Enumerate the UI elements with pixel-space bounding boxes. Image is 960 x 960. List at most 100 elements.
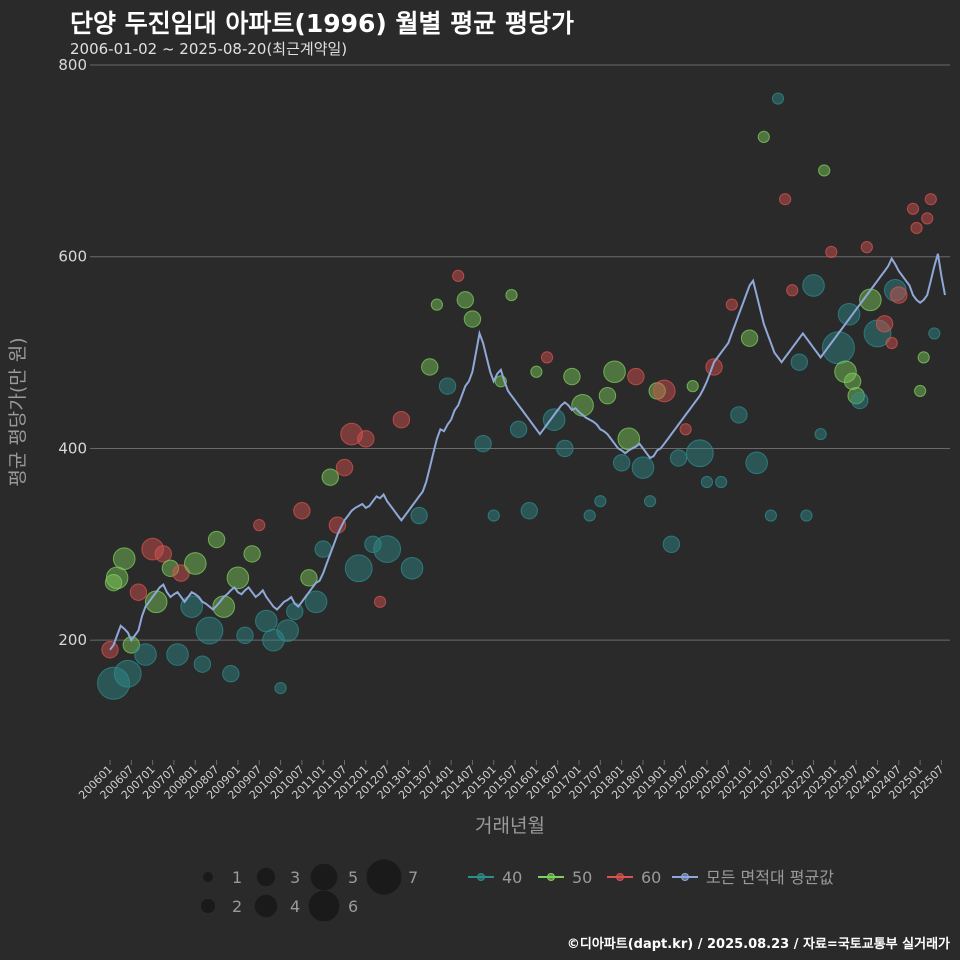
size-legend-label: 7 [408, 868, 418, 887]
data-point-40 [802, 274, 825, 297]
data-point-40 [97, 666, 131, 700]
y-tick-label: 800 [58, 56, 87, 74]
data-point-50 [505, 288, 518, 302]
data-point-40 [276, 619, 299, 642]
data-point-40 [520, 502, 538, 520]
data-point-60 [141, 537, 164, 561]
y-axis-ticks: 200 400 600 800 [58, 56, 95, 649]
data-point-40 [594, 495, 607, 508]
data-point-40 [113, 659, 142, 688]
data-point-50 [421, 358, 439, 376]
data-point-60 [825, 245, 838, 259]
data-point-50 [598, 387, 617, 405]
average-price-line [109, 253, 946, 651]
data-point-60 [906, 202, 920, 215]
gridlines [95, 64, 950, 641]
data-point-50 [463, 310, 482, 328]
size-legend-bubble [308, 890, 340, 922]
size-legend-label: 1 [232, 868, 242, 887]
data-point-50 [122, 636, 141, 654]
data-point-60 [373, 595, 387, 608]
data-point-40 [814, 427, 827, 441]
data-point-40 [262, 628, 285, 652]
data-point-60 [129, 583, 148, 601]
data-point-50 [818, 164, 831, 177]
size-legend-bubble [366, 859, 402, 895]
data-point-50 [105, 566, 129, 590]
series-legend-label: 50 [572, 868, 592, 887]
data-points [97, 92, 941, 700]
data-point-60 [910, 221, 923, 235]
y-tick-label: 400 [58, 439, 87, 457]
data-point-60 [652, 379, 676, 403]
size-legend-bubble [310, 863, 338, 891]
data-point-40 [410, 506, 428, 525]
data-point-40 [745, 451, 768, 475]
data-point-60 [328, 516, 347, 534]
data-point-50 [321, 468, 339, 486]
source-credit: ©디아파트(dapt.kr) / 2025.08.23 / 자료=국토교통부 실… [566, 937, 950, 952]
data-point-40 [612, 454, 631, 472]
data-point-40 [134, 643, 157, 666]
data-point-60 [293, 502, 311, 520]
data-point-60 [340, 422, 363, 446]
series-legend-label: 40 [502, 868, 522, 887]
data-point-40 [715, 475, 728, 489]
data-point-60 [392, 410, 411, 429]
series-legend-dot [547, 873, 555, 881]
data-point-50 [563, 367, 581, 386]
data-point-40 [180, 595, 204, 618]
data-point-50 [161, 559, 180, 577]
data-point-50 [847, 387, 865, 405]
data-point-60 [779, 193, 792, 206]
data-point-40 [236, 626, 254, 645]
data-point-60 [452, 269, 465, 282]
data-point-60 [154, 545, 172, 563]
data-point-40 [800, 509, 813, 522]
data-point-40 [304, 590, 328, 614]
series-legend-label: 60 [641, 868, 661, 887]
data-point-50 [243, 545, 261, 563]
data-point-60 [172, 564, 190, 582]
y-axis-title: 평균 평당가(만 원) [7, 337, 29, 486]
data-point-40 [344, 554, 373, 583]
y-tick-label: 600 [58, 248, 87, 266]
size-legend-label: 2 [232, 897, 242, 916]
data-point-60 [786, 284, 799, 297]
data-point-40 [286, 602, 304, 621]
data-point-50 [183, 552, 207, 575]
data-point-40 [556, 439, 574, 458]
x-axis-ticks: 2006012006072007012007072008012008072009… [76, 760, 947, 802]
data-point-40 [195, 616, 224, 645]
data-point-40 [487, 509, 500, 522]
data-point-40 [700, 475, 714, 489]
data-point-50 [843, 372, 862, 391]
size-legend: 1 2 3 4 5 6 7 [200, 859, 418, 922]
data-point-60 [860, 241, 873, 254]
data-point-50 [917, 351, 930, 364]
data-point-50 [430, 298, 443, 311]
data-point-60 [885, 336, 898, 350]
data-point-60 [924, 193, 937, 206]
data-point-40 [669, 449, 688, 467]
size-legend-label: 6 [348, 897, 358, 916]
data-point-60 [540, 351, 554, 364]
data-point-50 [603, 360, 626, 384]
data-point-50 [456, 291, 475, 309]
data-point-40 [542, 408, 566, 431]
series-legend-dot [681, 873, 689, 881]
data-point-40 [583, 509, 596, 522]
data-point-40 [255, 609, 278, 633]
data-point-40 [166, 643, 189, 666]
data-point-40 [474, 434, 492, 453]
data-point-50 [914, 384, 927, 398]
data-point-60 [357, 430, 375, 448]
data-point-50 [226, 566, 250, 590]
data-point-40 [662, 535, 681, 554]
data-point-50 [300, 569, 318, 587]
size-legend-bubble [254, 894, 278, 918]
data-point-50 [112, 547, 136, 570]
data-point-60 [679, 423, 692, 436]
data-point-50 [834, 360, 857, 384]
